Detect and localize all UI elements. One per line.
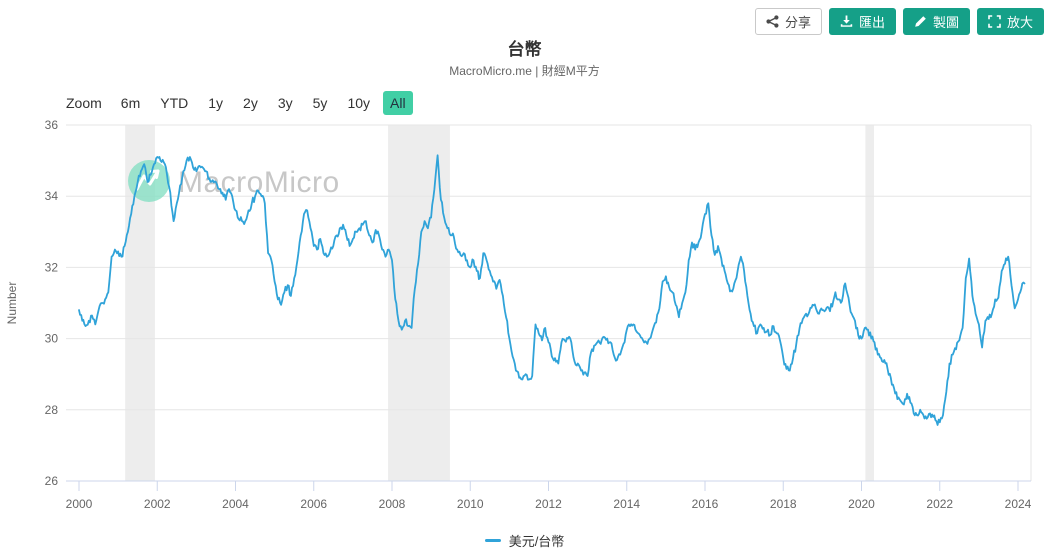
y-axis-label: 26: [45, 474, 59, 488]
y-axis-label: 34: [45, 189, 59, 203]
x-axis-label: 2014: [613, 497, 640, 511]
x-axis-label: 2016: [692, 497, 719, 511]
legend-line-swatch: [484, 539, 501, 542]
x-axis-label: 2024: [1005, 497, 1032, 511]
y-axis-label: 32: [45, 260, 59, 274]
pencil-icon: [914, 15, 927, 28]
x-axis-label: 2010: [457, 497, 484, 511]
range-button-1y[interactable]: 1y: [208, 95, 224, 111]
range-button-10y[interactable]: 10y: [347, 95, 371, 111]
x-axis-label: 2004: [222, 497, 249, 511]
legend-item-usd-twd[interactable]: 美元/台幣: [0, 531, 1049, 550]
range-button-6m[interactable]: 6m: [120, 95, 141, 111]
enlarge-button[interactable]: 放大: [976, 8, 1044, 35]
watermark-text: MacroMicro: [178, 166, 340, 199]
range-button-2y[interactable]: 2y: [243, 95, 258, 111]
download-icon: [840, 15, 853, 28]
share-button[interactable]: 分享: [754, 8, 822, 35]
x-axis-label: 2018: [770, 497, 797, 511]
legend-label: 美元/台幣: [508, 534, 565, 549]
watermark: MacroMicro: [128, 160, 340, 202]
x-axis-label: 2000: [66, 497, 93, 511]
chart-subtitle: MacroMicro.me | 財經M平方: [449, 64, 600, 78]
x-axis-label: 2002: [144, 497, 171, 511]
share-icon: [766, 15, 779, 28]
draw-button-label: 製圖: [932, 15, 959, 30]
plot-area[interactable]: 26 28 30 32 34 36 2000 2002 2004 2006 2008 2010 2012…: [0, 118, 1049, 520]
x-axis-label: 2022: [926, 497, 953, 511]
draw-button[interactable]: 製圖: [902, 8, 970, 35]
x-axis-label: 2006: [300, 497, 327, 511]
toolbar: 分享 匯出 製圖 放大: [754, 8, 1044, 35]
range-zoom-label: Zoom: [66, 95, 102, 111]
y-axis-title: Number: [5, 282, 19, 325]
export-button-label: 匯出: [858, 15, 885, 30]
x-axis-label: 2008: [379, 497, 406, 511]
series-line-usd-twd: [78, 154, 1026, 426]
range-button-ytd[interactable]: YTD: [160, 95, 189, 111]
export-button[interactable]: 匯出: [828, 8, 896, 35]
x-axis-label: 2012: [535, 497, 562, 511]
x-axis-label: 2020: [848, 497, 875, 511]
range-button-3y[interactable]: 3y: [277, 95, 293, 111]
range-button-5y[interactable]: 5y: [312, 95, 328, 111]
y-axis-label: 28: [45, 403, 59, 417]
range-selector: Zoom 6m YTD 1y 2y 3y 5y 10y All: [66, 91, 416, 115]
expand-icon: [988, 15, 1001, 28]
chart-title: 台幣: [507, 40, 542, 59]
recession-band: [388, 125, 450, 481]
y-axis-label: 36: [45, 118, 59, 132]
share-button-label: 分享: [784, 15, 811, 30]
range-button-all[interactable]: All: [383, 91, 413, 115]
recession-band: [865, 125, 875, 481]
enlarge-button-label: 放大: [1006, 15, 1033, 30]
y-axis-label: 30: [45, 332, 59, 346]
